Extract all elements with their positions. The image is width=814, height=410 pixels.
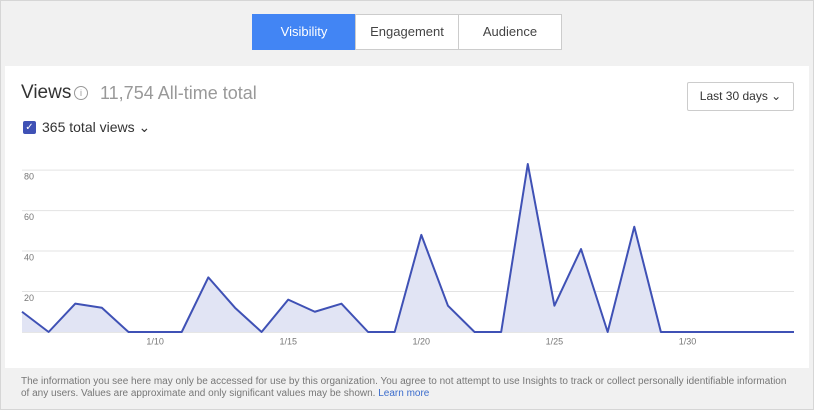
tab[interactable]: Audience <box>458 14 562 50</box>
tab[interactable]: Visibility <box>252 14 356 50</box>
x-tick-label: 1/25 <box>546 336 564 346</box>
series-toggle[interactable]: 365 total views ⌄ <box>42 119 151 135</box>
footer: The information you see here may only be… <box>21 376 796 400</box>
metric-title: Views <box>21 82 72 103</box>
y-tick-label: 20 <box>24 293 34 303</box>
tab[interactable]: Engagement <box>355 14 459 50</box>
checkbox[interactable]: ✓ <box>23 121 36 134</box>
tabs: Visibility Engagement Audience <box>252 14 562 50</box>
x-tick-label: 1/20 <box>413 336 431 346</box>
x-tick-label: 1/15 <box>279 336 297 346</box>
x-tick-label: 1/10 <box>146 336 164 346</box>
learn-more[interactable]: Learn more <box>378 388 430 399</box>
area <box>22 164 794 332</box>
all-time-total: 11,754 All-time total <box>100 83 257 103</box>
series-label: 365 total views <box>42 119 135 135</box>
date-range[interactable]: Last 30 days ⌄ <box>687 82 794 111</box>
y-tick-label: 80 <box>24 171 34 181</box>
x-tick-label: 1/30 <box>679 336 697 346</box>
y-tick-label: 60 <box>24 212 34 222</box>
y-tick-label: 40 <box>24 252 34 262</box>
line <box>21 163 794 333</box>
info-icon[interactable]: i <box>74 86 88 100</box>
footer-text: The information you see here may only be… <box>21 376 787 399</box>
date-range-label: Last 30 days <box>699 89 768 103</box>
